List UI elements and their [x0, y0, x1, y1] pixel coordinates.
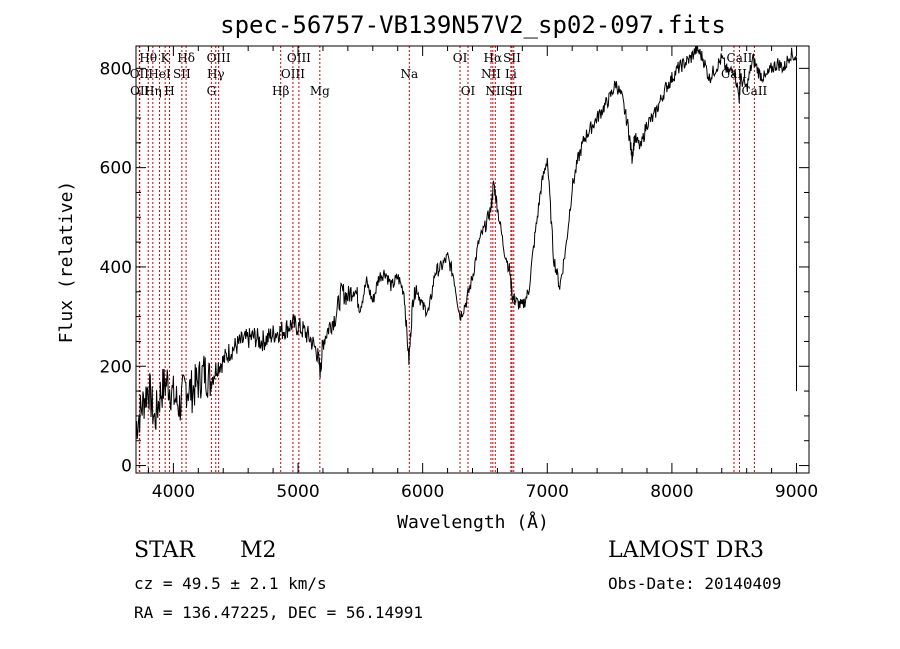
- y-tick-label-1: 200: [100, 357, 132, 377]
- line-label-9: OIII: [207, 51, 231, 65]
- y-axis-ticks: 0 200 400 600 800: [100, 59, 809, 477]
- line-label-12: Hβ: [272, 84, 289, 98]
- y-axis-label: Flux (relative): [56, 181, 77, 344]
- x-tick-label-3: 7000: [526, 482, 569, 502]
- line-label-6: SII: [173, 67, 191, 81]
- survey-name: LAMOST DR3: [608, 538, 764, 563]
- line-label-3: Hη: [144, 84, 162, 98]
- redshift-text: cz = 49.5 ± 2.1 km/s: [134, 574, 327, 593]
- line-label-8: Hδ: [177, 51, 195, 65]
- line-label-16: Na: [400, 67, 418, 81]
- y-tick-label-0: 0: [121, 457, 132, 477]
- spectrum-line: [135, 45, 797, 440]
- line-label-1: OII: [130, 67, 150, 81]
- line-label-5: K: [161, 51, 171, 65]
- y-tick-label-2: 400: [100, 258, 132, 278]
- object-subclass: M2: [240, 538, 277, 563]
- y-tick-label-4: 800: [100, 59, 132, 79]
- line-label-21: NII: [485, 84, 505, 98]
- x-tick-label-5: 9000: [775, 482, 818, 502]
- line-label-27: CaII: [741, 84, 767, 98]
- line-label-18: OI: [461, 84, 476, 98]
- line-label-14: OIII: [287, 51, 311, 65]
- x-tick-label-0: 4000: [152, 482, 195, 502]
- line-label-15: Mg: [310, 84, 330, 98]
- line-label-24: SII: [505, 84, 523, 98]
- spectral-line-markers: [138, 46, 755, 473]
- line-label-11: G: [207, 84, 217, 98]
- x-axis-label: Wavelength (Å): [397, 511, 549, 533]
- chart-title: spec-56757-VB139N57V2_sp02-097.fits: [220, 11, 726, 39]
- observation-date: Obs-Date: 20140409: [608, 574, 782, 593]
- x-axis-ticks: 4000 5000 6000 7000 8000 9000: [147, 46, 818, 502]
- line-label-25: CaII: [727, 51, 753, 65]
- line-label-7: H: [164, 84, 174, 98]
- line-label-23: Li: [505, 67, 517, 81]
- x-tick-label-2: 6000: [401, 482, 444, 502]
- x-tick-label-1: 5000: [276, 482, 319, 502]
- y-tick-label-3: 600: [100, 159, 132, 179]
- line-label-4: HeI: [148, 67, 171, 81]
- line-label-13: OIII: [281, 67, 305, 81]
- line-label-2: OII: [130, 84, 150, 98]
- x-tick-label-4: 8000: [650, 482, 693, 502]
- line-label-22: SII: [503, 51, 521, 65]
- object-class: STAR: [134, 538, 195, 563]
- line-label-0: Hθ: [139, 51, 157, 65]
- plot-frame: [135, 45, 810, 474]
- coordinates-text: RA = 136.47225, DEC = 56.14991: [134, 603, 423, 622]
- line-label-10: Hγ: [207, 67, 225, 81]
- line-label-17: OI: [453, 51, 468, 65]
- line-label-19: Hα: [484, 51, 503, 65]
- line-label-20: NII: [481, 67, 501, 81]
